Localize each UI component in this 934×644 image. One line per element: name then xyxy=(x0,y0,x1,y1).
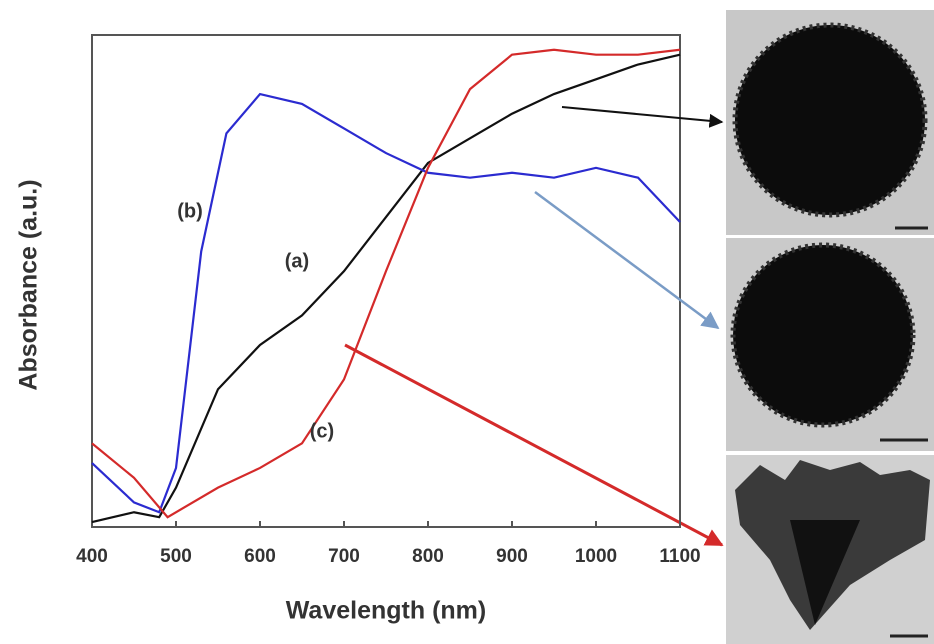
x-tick-label: 400 xyxy=(76,546,108,567)
x-axis-title: Wavelength (nm) xyxy=(286,597,486,625)
arrow xyxy=(344,343,724,547)
series-label: (c) xyxy=(310,420,334,442)
x-tick-label: 800 xyxy=(412,546,444,567)
tem-particle xyxy=(790,520,860,625)
arrow xyxy=(561,106,724,128)
y-axis-title: Absorbance (a.u.) xyxy=(15,179,43,390)
x-tick-label: 600 xyxy=(244,546,276,567)
series-label: (b) xyxy=(177,200,203,222)
line-series xyxy=(91,53,681,524)
line-series xyxy=(91,48,681,519)
x-tick-label: 500 xyxy=(160,546,192,567)
line-series xyxy=(91,92,681,514)
arrows xyxy=(344,106,724,547)
tem-particle xyxy=(732,22,928,218)
x-tick-label: 1000 xyxy=(575,546,617,567)
x-tick-label: 700 xyxy=(328,546,360,567)
x-tick-label: 1100 xyxy=(659,546,700,567)
x-tick-label: 900 xyxy=(496,546,528,567)
arrow xyxy=(534,190,720,330)
series-label: (a) xyxy=(285,250,309,272)
tem-particle xyxy=(730,242,916,428)
plot-frame xyxy=(91,34,681,528)
tem-images xyxy=(726,10,934,644)
